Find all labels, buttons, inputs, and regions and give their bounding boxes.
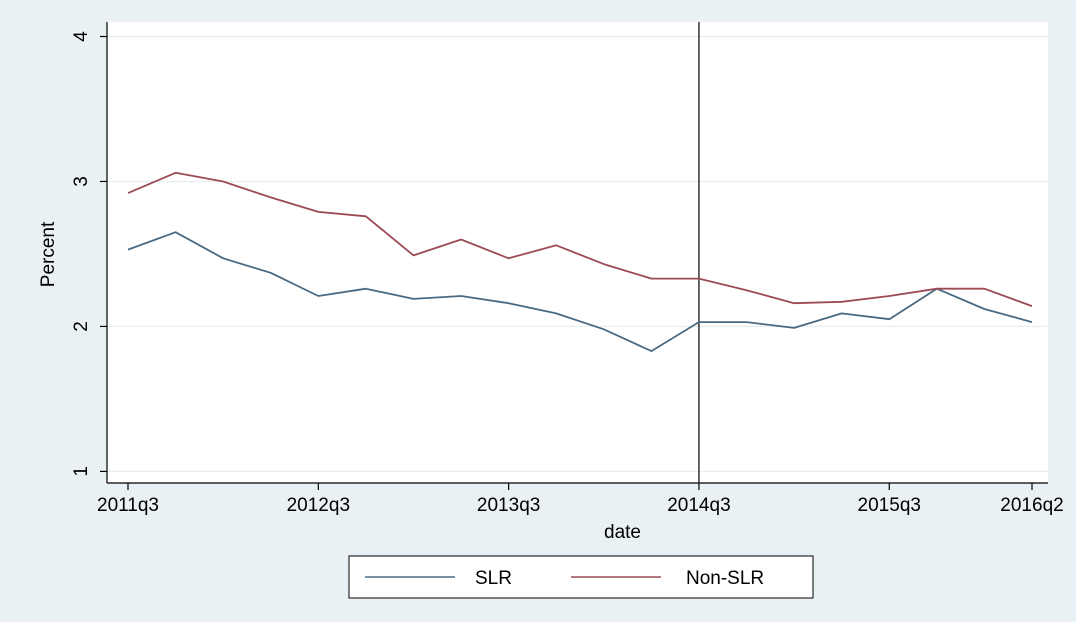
legend-label-slr: SLR — [475, 568, 512, 589]
y-tick-label-1: 1 — [71, 466, 92, 477]
grid-lines — [107, 35, 1048, 473]
x-tick-label-2015q3: 2015q3 — [858, 495, 921, 516]
x-ticks: 2011q3 2012q3 2013q3 2014q3 2015q3 2016q2 — [97, 483, 1064, 516]
x-tick-label-2011q3: 2011q3 — [97, 495, 159, 516]
series-line-slr — [127, 231, 1033, 353]
y-tick-label-4: 4 — [71, 31, 92, 42]
legend-label-non-slr: Non-SLR — [686, 568, 764, 589]
series — [127, 171, 1033, 353]
plot-area — [107, 22, 1048, 483]
y-tick-label-2: 2 — [71, 321, 92, 332]
x-tick-label-2012q3: 2012q3 — [287, 495, 350, 516]
x-tick-label-2014q3: 2014q3 — [667, 495, 730, 516]
x-tick-label-2016q2: 2016q2 — [1000, 495, 1063, 516]
series-line-non-slr — [127, 171, 1033, 307]
legend: SLR Non-SLR — [348, 555, 814, 599]
y-tick-label-3: 3 — [71, 176, 92, 187]
y-ticks: 1 2 3 4 — [71, 31, 107, 477]
x-tick-label-2013q3: 2013q3 — [477, 495, 540, 516]
x-axis-title: date — [604, 522, 641, 543]
y-axis-title: Percent — [38, 221, 59, 287]
